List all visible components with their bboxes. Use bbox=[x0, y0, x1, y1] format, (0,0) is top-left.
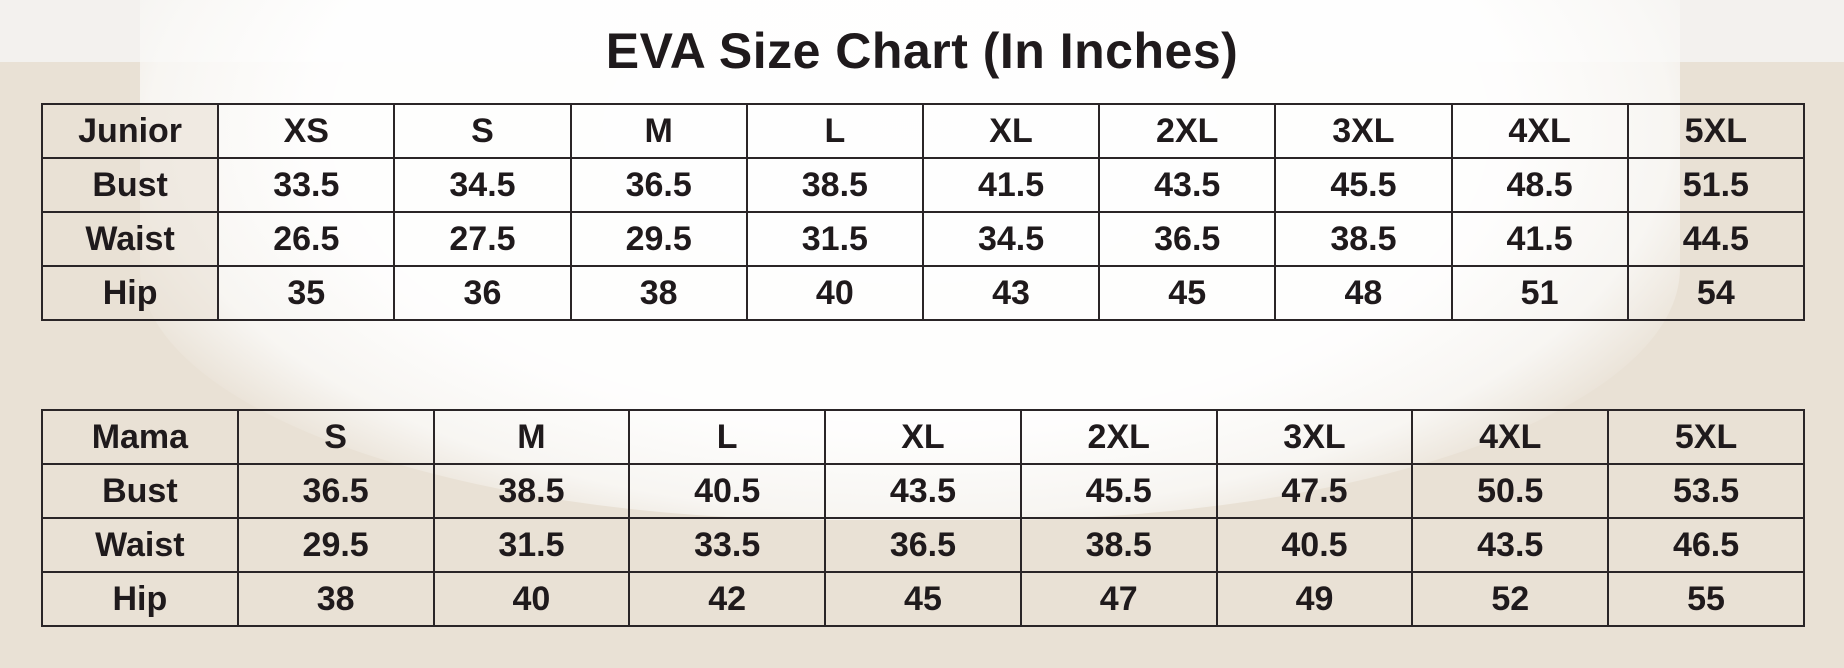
measurement-cell: 38.5 bbox=[1019, 517, 1218, 573]
measurement-cell: 40.5 bbox=[1215, 517, 1414, 573]
mama-header-row: Mama S M L XL 2XL 3XL 4XL 5XL bbox=[41, 409, 1805, 465]
measurement-cell: 45.5 bbox=[1274, 157, 1453, 213]
measurement-cell: 51.5 bbox=[1626, 157, 1806, 213]
size-header-cell: L bbox=[628, 409, 827, 465]
measurement-cell: 29.5 bbox=[236, 517, 435, 573]
chart-title: EVA Size Chart (In Inches) bbox=[605, 23, 1239, 79]
measurement-cell: 50.5 bbox=[1411, 463, 1610, 519]
measurement-cell: 36 bbox=[393, 265, 572, 321]
row-label-cell: Mama bbox=[41, 409, 239, 465]
measurement-cell: 45.5 bbox=[1019, 463, 1218, 519]
size-header-cell: 4XL bbox=[1411, 409, 1610, 465]
measurement-cell: 54 bbox=[1626, 265, 1806, 321]
measurement-cell: 36.5 bbox=[824, 517, 1022, 573]
size-header-cell: M bbox=[569, 103, 748, 159]
size-header-cell: 3XL bbox=[1274, 103, 1453, 159]
measurement-cell: 43 bbox=[921, 265, 1101, 321]
measurement-cell: 36.5 bbox=[569, 157, 748, 213]
measurement-cell: 26.5 bbox=[217, 211, 396, 267]
measurement-cell: 49 bbox=[1215, 571, 1414, 627]
measurement-cell: 41.5 bbox=[921, 157, 1101, 213]
measurement-cell: 52 bbox=[1411, 571, 1610, 627]
size-header-cell: XS bbox=[217, 103, 396, 159]
table-row: Bust 36.5 38.5 40.5 43.5 45.5 47.5 50.5 53.5 bbox=[41, 463, 1805, 519]
measurement-cell: 48 bbox=[1274, 265, 1453, 321]
row-label-cell: Junior bbox=[40, 103, 220, 159]
table-row: Waist 29.5 31.5 33.5 36.5 38.5 40.5 43.5 46.5 bbox=[41, 517, 1805, 573]
measurement-cell: 38.5 bbox=[745, 157, 924, 213]
measurement-cell: 40.5 bbox=[628, 463, 827, 519]
size-header-cell: 2XL bbox=[1019, 409, 1218, 465]
measurement-cell: 36.5 bbox=[1098, 211, 1277, 267]
size-header-cell: 4XL bbox=[1450, 103, 1629, 159]
measurement-cell: 33.5 bbox=[628, 517, 827, 573]
row-label-cell: Hip bbox=[40, 265, 220, 321]
junior-header-row: Junior XS S M L XL 2XL 3XL 4XL 5XL bbox=[40, 103, 1806, 159]
size-header-cell: 5XL bbox=[1607, 409, 1805, 465]
measurement-cell: 47 bbox=[1019, 571, 1218, 627]
measurement-cell: 48.5 bbox=[1450, 157, 1629, 213]
measurement-cell: 53.5 bbox=[1607, 463, 1805, 519]
measurement-cell: 38 bbox=[236, 571, 435, 627]
row-label-cell: Bust bbox=[40, 157, 220, 213]
size-header-cell: 3XL bbox=[1215, 409, 1414, 465]
size-header-cell: S bbox=[393, 103, 572, 159]
table-row: Hip 35 36 38 40 43 45 48 51 54 bbox=[40, 265, 1806, 321]
measurement-cell: 51 bbox=[1450, 265, 1629, 321]
measurement-cell: 34.5 bbox=[921, 211, 1101, 267]
measurement-cell: 29.5 bbox=[569, 211, 748, 267]
table-row: Hip 38 40 42 45 47 49 52 55 bbox=[41, 571, 1805, 627]
measurement-cell: 36.5 bbox=[236, 463, 435, 519]
size-header-cell: 2XL bbox=[1098, 103, 1277, 159]
row-label-cell: Bust bbox=[41, 463, 239, 519]
measurement-cell: 35 bbox=[217, 265, 396, 321]
measurement-cell: 45 bbox=[824, 571, 1022, 627]
measurement-cell: 38.5 bbox=[432, 463, 631, 519]
size-header-cell: XL bbox=[921, 103, 1101, 159]
measurement-cell: 33.5 bbox=[217, 157, 396, 213]
measurement-cell: 43.5 bbox=[1411, 517, 1610, 573]
row-label-cell: Hip bbox=[41, 571, 239, 627]
size-header-cell: XL bbox=[824, 409, 1022, 465]
measurement-cell: 40 bbox=[432, 571, 631, 627]
measurement-cell: 31.5 bbox=[745, 211, 924, 267]
mama-size-table: Mama S M L XL 2XL 3XL 4XL 5XL Bust 36.5 38.5 40.5 43.… bbox=[41, 409, 1805, 627]
measurement-cell: 34.5 bbox=[393, 157, 572, 213]
size-header-cell: 5XL bbox=[1626, 103, 1806, 159]
measurement-cell: 43.5 bbox=[1098, 157, 1277, 213]
size-header-cell: S bbox=[236, 409, 435, 465]
measurement-cell: 55 bbox=[1607, 571, 1805, 627]
measurement-cell: 27.5 bbox=[393, 211, 572, 267]
measurement-cell: 44.5 bbox=[1626, 211, 1806, 267]
measurement-cell: 45 bbox=[1098, 265, 1277, 321]
size-header-cell: L bbox=[745, 103, 924, 159]
junior-size-table: Junior XS S M L XL 2XL 3XL 4XL 5XL Bust 33.5 34.5 36.… bbox=[40, 103, 1806, 321]
table-row: Waist 26.5 27.5 29.5 31.5 34.5 36.5 38.5 41.5 44.… bbox=[40, 211, 1806, 267]
measurement-cell: 42 bbox=[628, 571, 827, 627]
measurement-cell: 38 bbox=[569, 265, 748, 321]
size-header-cell: M bbox=[432, 409, 631, 465]
measurement-cell: 46.5 bbox=[1607, 517, 1805, 573]
row-label-cell: Waist bbox=[40, 211, 220, 267]
measurement-cell: 38.5 bbox=[1274, 211, 1453, 267]
table-row: Bust 33.5 34.5 36.5 38.5 41.5 43.5 45.5 48.5 51.5 bbox=[40, 157, 1806, 213]
measurement-cell: 43.5 bbox=[824, 463, 1022, 519]
measurement-cell: 40 bbox=[745, 265, 924, 321]
measurement-cell: 31.5 bbox=[432, 517, 631, 573]
measurement-cell: 41.5 bbox=[1450, 211, 1629, 267]
measurement-cell: 47.5 bbox=[1215, 463, 1414, 519]
row-label-cell: Waist bbox=[41, 517, 239, 573]
